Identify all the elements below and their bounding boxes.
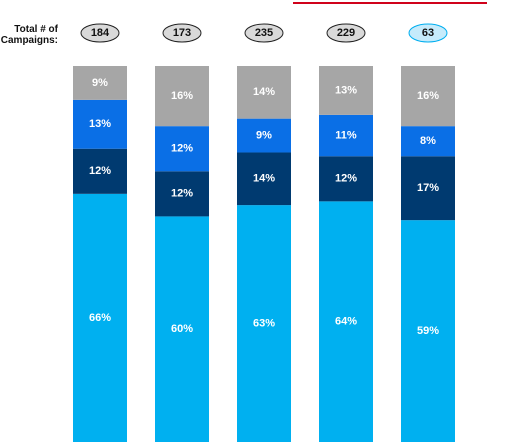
bar-segment xyxy=(155,66,209,127)
bar-segment xyxy=(401,220,455,442)
bar-segment xyxy=(155,216,209,442)
bar-segment xyxy=(73,99,127,149)
total-value: 173 xyxy=(173,27,191,39)
value-label: 63% xyxy=(253,317,275,329)
bar-segment xyxy=(73,193,127,442)
value-label: 64% xyxy=(335,316,357,328)
value-label: 17% xyxy=(417,182,439,194)
total-value: 63 xyxy=(422,27,434,39)
bar-segment xyxy=(401,156,455,221)
value-label: 12% xyxy=(171,143,193,155)
total-badge xyxy=(326,23,366,43)
value-label: 14% xyxy=(253,173,275,185)
bar-segment xyxy=(401,66,455,127)
totals-label: Total # of Campaigns: xyxy=(0,24,58,46)
value-label: 9% xyxy=(92,77,108,89)
bar-segment xyxy=(237,152,291,206)
bar-segment xyxy=(319,114,373,157)
bar-segment xyxy=(237,66,291,119)
value-label: 8% xyxy=(420,135,436,147)
value-label: 66% xyxy=(89,312,111,324)
total-value: 235 xyxy=(255,27,273,39)
total-badge xyxy=(244,23,284,43)
value-label: 14% xyxy=(253,86,275,98)
value-label: 12% xyxy=(89,165,111,177)
bar-segment xyxy=(319,201,373,442)
bar-segment xyxy=(319,156,373,202)
bar-segment xyxy=(237,205,291,442)
value-label: 12% xyxy=(335,173,357,185)
bar-segment xyxy=(155,126,209,172)
total-badge xyxy=(80,23,120,43)
value-label: 13% xyxy=(335,84,357,96)
bar-segment xyxy=(319,66,373,115)
bar-segment xyxy=(401,126,455,157)
value-label: 13% xyxy=(89,118,111,130)
value-label: 16% xyxy=(417,90,439,102)
value-label: 59% xyxy=(417,325,439,337)
total-value: 229 xyxy=(337,27,355,39)
bar-segment xyxy=(237,118,291,153)
value-label: 16% xyxy=(171,90,193,102)
bar-segment xyxy=(155,171,209,217)
total-badge xyxy=(408,23,448,43)
total-badge xyxy=(162,23,202,43)
value-label: 60% xyxy=(171,323,193,335)
value-label: 9% xyxy=(256,129,272,141)
bar-segment xyxy=(73,66,127,100)
bar-segment xyxy=(73,148,127,194)
total-value: 184 xyxy=(91,27,110,39)
value-label: 11% xyxy=(335,129,357,141)
value-label: 12% xyxy=(171,188,193,200)
